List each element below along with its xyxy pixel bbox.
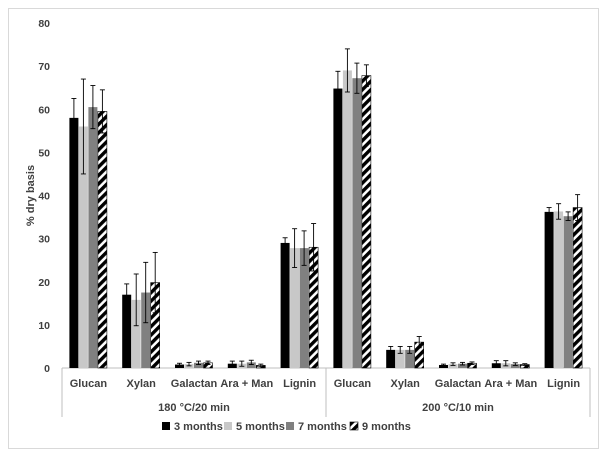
bar (510, 364, 520, 368)
category-label: Galactan (435, 378, 482, 390)
y-tick-label: 20 (38, 277, 50, 289)
bar (69, 117, 79, 368)
bar (88, 107, 98, 368)
bar (458, 363, 467, 368)
bar (386, 349, 396, 368)
bar (361, 75, 372, 369)
category-label: Galactan (171, 378, 218, 390)
bar (439, 364, 448, 368)
bar (122, 294, 132, 368)
bar (280, 242, 290, 368)
category-label: Lignin (547, 378, 580, 390)
y-tick-label: 60 (38, 104, 50, 116)
y-tick-label: 80 (38, 18, 50, 30)
bar (563, 216, 573, 368)
category-label: Glucan (70, 378, 108, 390)
bar (572, 207, 583, 369)
group-label: 200 °C/10 min (422, 402, 494, 414)
legend-label: 3 months (174, 421, 223, 433)
legend-label: 7 months (298, 421, 347, 433)
y-tick-label: 30 (38, 234, 50, 246)
category-label: Lignin (283, 378, 316, 390)
category-label: Ara + Man (220, 378, 273, 390)
group-label: 180 °C/20 min (158, 402, 230, 414)
y-tick-label: 10 (38, 320, 50, 332)
bar (194, 362, 203, 368)
bar (448, 364, 458, 368)
y-axis-label: % dry basis (25, 165, 37, 226)
bar (544, 211, 554, 368)
legend-swatch (162, 422, 170, 430)
chart-frame (8, 8, 599, 449)
bar (352, 78, 362, 368)
bar (405, 349, 415, 368)
bar (554, 211, 564, 368)
bar (78, 126, 88, 368)
bar (97, 111, 108, 369)
category-label: Glucan (334, 378, 372, 390)
bar (290, 248, 300, 368)
y-tick-label: 0 (44, 363, 50, 375)
legend-label: 9 months (362, 421, 411, 433)
category-label: Xylan (391, 378, 421, 390)
category-label: Ara + Man (484, 378, 537, 390)
bar (246, 362, 256, 368)
y-tick-label: 50 (38, 147, 50, 159)
bar (141, 292, 151, 368)
bar (333, 88, 343, 369)
legend-label: 5 months (236, 421, 285, 433)
bar (131, 299, 141, 368)
y-tick-label: 70 (38, 61, 50, 73)
category-label: Xylan (127, 378, 157, 390)
bar (299, 248, 309, 368)
y-tick-label: 40 (38, 191, 50, 203)
bar (342, 70, 352, 368)
legend-swatch (224, 422, 232, 430)
legend-swatch (286, 422, 294, 430)
legend-swatch (349, 421, 359, 431)
bar (395, 349, 405, 368)
